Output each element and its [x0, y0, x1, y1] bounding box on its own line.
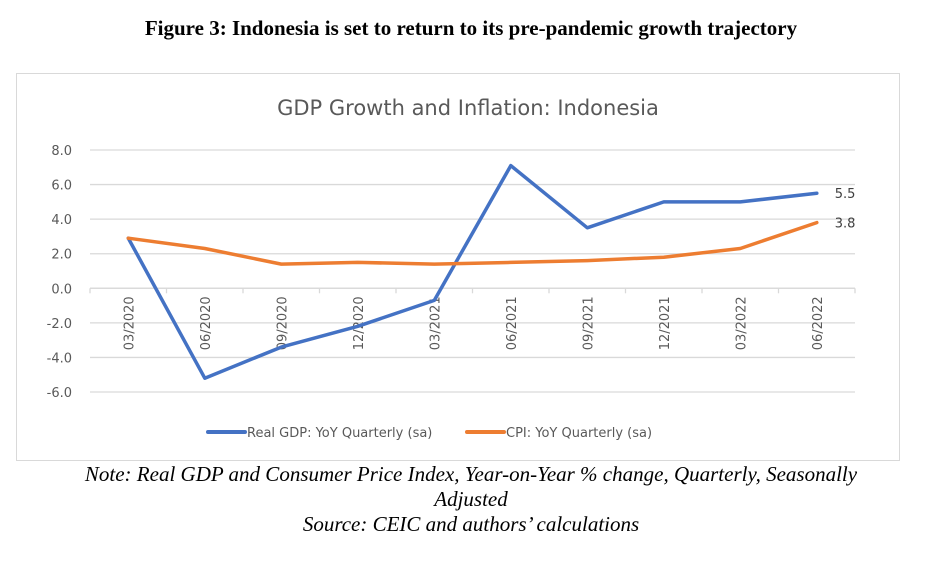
x-tick-label: 12/2021	[658, 296, 673, 350]
y-tick-label: -6.0	[47, 386, 72, 401]
y-tick-label: -2.0	[47, 317, 72, 332]
x-tick-label: 06/2020	[199, 296, 214, 350]
legend: Real GDP: YoY Quarterly (sa) CPI: YoY Qua…	[206, 426, 652, 441]
y-tick-label: 4.0	[51, 213, 72, 228]
x-tick-label: 03/2021	[428, 296, 443, 350]
note-line-1: Note: Real GDP and Consumer Price Index,…	[84, 462, 858, 486]
chart-title: GDP Growth and Inflation: Indonesia	[277, 96, 659, 120]
gdp-line	[126, 163, 819, 380]
x-tick-label: 06/2022	[811, 296, 826, 350]
series-lines	[126, 163, 819, 380]
end-labels: 5.5 3.8	[835, 187, 856, 231]
y-tick-label: 6.0	[51, 179, 72, 194]
source-line: Source: CEIC and authors’ calculations	[302, 512, 640, 536]
end-value-label: 5.5	[835, 187, 856, 202]
gridlines	[90, 149, 855, 393]
legend-label: CPI: YoY Quarterly (sa)	[506, 426, 652, 441]
note-line-2: Adjusted	[434, 487, 508, 511]
x-tick-label: 09/2020	[275, 296, 290, 350]
x-tick-label: 06/2021	[505, 296, 520, 350]
x-tick-label: 12/2020	[352, 296, 367, 350]
y-tick-label: 2.0	[51, 248, 72, 263]
y-tick-label: -4.0	[47, 351, 72, 366]
figure-note: Note: Real GDP and Consumer Price Index,…	[0, 462, 942, 537]
x-axis: 03/2020 06/2020 09/2020 12/2020 03/2021 06/20…	[89, 287, 856, 350]
x-tick-label: 09/2021	[581, 296, 596, 350]
end-value-label: 3.8	[835, 217, 856, 232]
figure-title: Figure 3: Indonesia is set to return to …	[144, 16, 798, 40]
y-tick-label: 0.0	[51, 282, 72, 297]
x-tick-label: 03/2020	[122, 296, 137, 350]
y-axis-labels: 8.0 6.0 4.0 2.0 0.0 -2.0 -4.0 -6.0	[47, 144, 72, 401]
chart-container	[16, 73, 900, 461]
legend-label: Real GDP: YoY Quarterly (sa)	[247, 426, 432, 441]
cpi-line	[126, 220, 819, 266]
y-tick-label: 8.0	[51, 144, 72, 159]
x-tick-label: 03/2022	[734, 296, 749, 350]
